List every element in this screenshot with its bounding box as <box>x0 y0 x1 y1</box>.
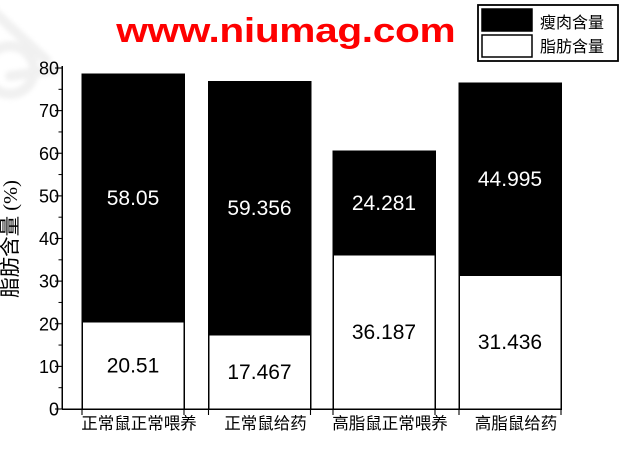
svg-text:40: 40 <box>39 229 59 249</box>
svg-text:50: 50 <box>39 186 59 206</box>
svg-text:20: 20 <box>39 314 59 334</box>
svg-text:瘦肉含量: 瘦肉含量 <box>540 14 604 32</box>
svg-text:24.281: 24.281 <box>352 192 416 215</box>
svg-text:正常鼠给药: 正常鼠给药 <box>224 414 307 433</box>
svg-text:44.995: 44.995 <box>478 168 542 191</box>
svg-text:58.05: 58.05 <box>107 187 160 210</box>
svg-text:31.436: 31.436 <box>478 331 542 354</box>
svg-text:17.467: 17.467 <box>227 361 291 384</box>
svg-text:10: 10 <box>39 357 59 377</box>
svg-text:正常鼠正常喂养: 正常鼠正常喂养 <box>81 414 197 433</box>
svg-text:高脂鼠给药: 高脂鼠给药 <box>475 414 558 433</box>
svg-text:30: 30 <box>39 272 59 292</box>
svg-text:脂肪含量: 脂肪含量 <box>540 38 604 56</box>
svg-text:0: 0 <box>49 400 59 420</box>
svg-text:20.51: 20.51 <box>107 354 160 377</box>
svg-text:36.187: 36.187 <box>352 321 416 344</box>
svg-text:80: 80 <box>39 59 59 79</box>
svg-text:高脂鼠正常喂养: 高脂鼠正常喂养 <box>332 414 448 433</box>
svg-text:60: 60 <box>39 144 59 164</box>
svg-text:70: 70 <box>39 101 59 121</box>
svg-text:脂肪含量 (%): 脂肪含量 (%) <box>0 180 22 298</box>
svg-text:59.356: 59.356 <box>227 197 291 220</box>
svg-text:www.niumag.com: www.niumag.com <box>115 11 455 49</box>
